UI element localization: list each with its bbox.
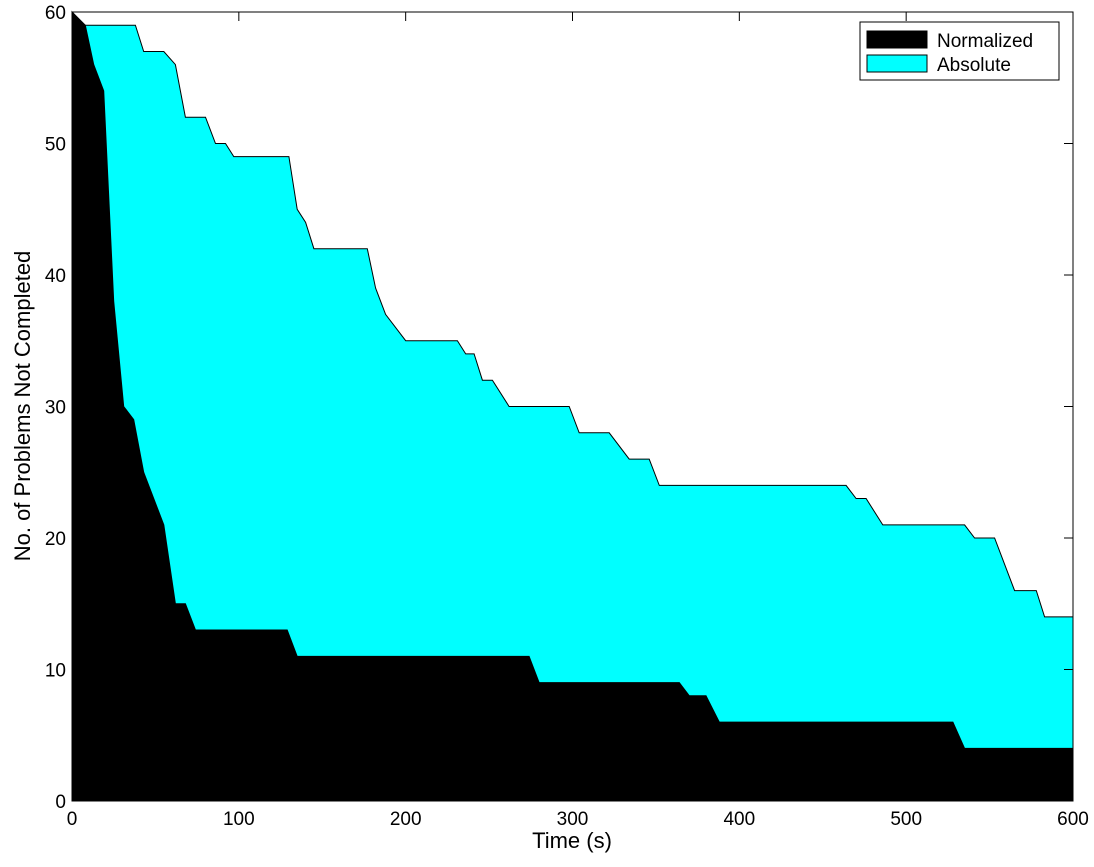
x-tick-label: 0 [67,809,78,830]
area-series-absolute [71,10,1074,802]
y-tick-label: 40 [45,266,66,287]
legend-swatch-absolute [866,54,928,73]
x-tick-label: 600 [1057,809,1089,830]
area-layer [71,10,1074,802]
x-tick-label: 400 [723,809,755,830]
legend-label-absolute: Absolute [937,55,1011,76]
x-tick-label: 300 [557,809,589,830]
y-tick-label: 30 [45,398,66,419]
y-tick-label: 0 [55,792,66,813]
x-tick-label: 200 [390,809,422,830]
y-tick-label: 60 [45,3,66,24]
legend-label-normalized: Normalized [937,31,1033,52]
legend: Normalized Absolute [859,21,1060,81]
x-tick-label: 500 [890,809,922,830]
y-axis-label: No. of Problems Not Completed [10,251,35,562]
y-tick-label: 20 [45,529,66,550]
legend-swatch-normalized [866,30,928,49]
axes-layer: 0 100 200 300 400 500 600 0 10 20 30 40 50 60 [45,3,1089,830]
x-tick-label: 100 [223,809,255,830]
y-tick-label: 10 [45,661,66,682]
area-series-normalized [71,10,1074,802]
x-axis-label: Time (s) [532,828,612,853]
y-tick-label: 50 [45,135,66,156]
